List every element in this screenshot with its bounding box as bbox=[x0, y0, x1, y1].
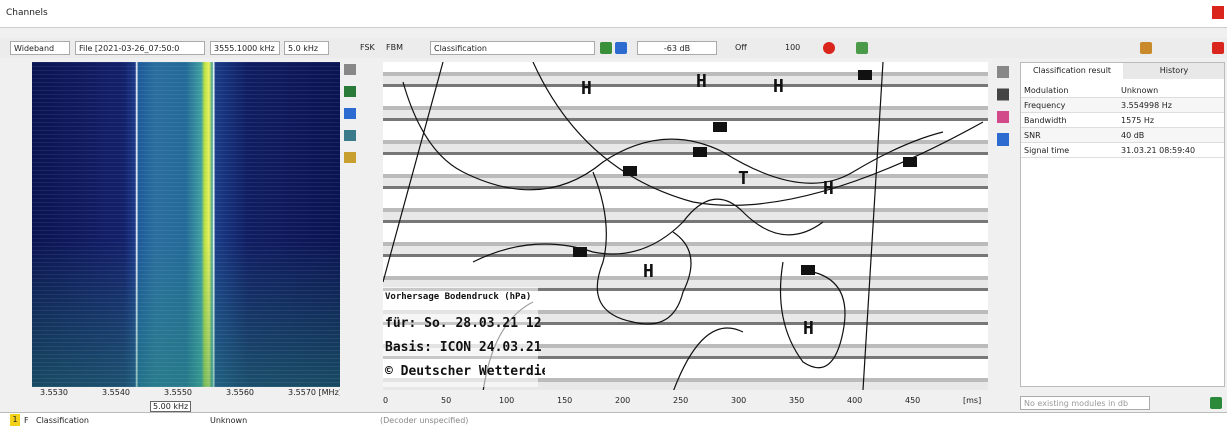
record-button[interactable] bbox=[823, 42, 835, 54]
toolbar: Wideband File [2021-03-26_07:50:0 3555.1… bbox=[0, 38, 1227, 58]
fax-image: H H H H H H T Vorhersage Bodendruck (hPa) für:… bbox=[383, 62, 988, 390]
row-value: 31.03.21 08:59:40 bbox=[1121, 146, 1196, 155]
caption-line: für: So. 28.03.21 12 UTC bbox=[385, 316, 545, 331]
svg-text:H: H bbox=[803, 318, 814, 339]
span-label: 5.00 kHz bbox=[150, 401, 192, 412]
svg-text:H: H bbox=[773, 76, 784, 97]
status-bar: 1 F Classification Unknown (Decoder unsp… bbox=[0, 412, 1227, 427]
side-icons[interactable] bbox=[997, 66, 1009, 146]
x-tick-label: 400 bbox=[847, 396, 863, 405]
bandwidth-select[interactable]: 5.0 kHz bbox=[284, 41, 329, 55]
module-search[interactable]: No existing modules in db bbox=[1020, 396, 1150, 410]
x-tick-label: 100 bbox=[499, 396, 515, 405]
caption-line: © Deutscher Wetterdienst bbox=[385, 364, 545, 379]
channel-index[interactable]: 1 bbox=[10, 414, 20, 426]
pause-button[interactable] bbox=[615, 42, 627, 54]
x-tick-label: 200 bbox=[615, 396, 631, 405]
map-caption: Vorhersage Bodendruck (hPa) für: So. 28.0… bbox=[385, 292, 545, 388]
x-tick-label: [ms] bbox=[963, 396, 982, 405]
result-table: Modulation Unknown Frequency 3.554998 Hz Ban… bbox=[1021, 83, 1224, 183]
row-key: Modulation bbox=[1024, 86, 1069, 95]
result-row: Frequency 3.554998 Hz bbox=[1021, 98, 1224, 113]
svg-text:H: H bbox=[643, 261, 654, 282]
svg-text:H: H bbox=[823, 178, 834, 199]
svg-text:T: T bbox=[738, 168, 749, 189]
spectrum-axis: 3.5530 3.5540 3.5550 3.5560 3.5570 [MHz] bbox=[32, 388, 340, 400]
x-tick-label: 0 bbox=[383, 396, 389, 405]
row-value: Unknown bbox=[1121, 86, 1159, 95]
channel-name: Classification bbox=[36, 416, 89, 425]
caption-line: Basis: ICON 24.03.21 00+108 h bbox=[385, 340, 545, 355]
fax-axis: 0 50 100 150 200 250 300 350 400 450 [ms] bbox=[383, 396, 988, 408]
decoder-status: (Decoder unspecified) bbox=[380, 416, 469, 425]
result-row: Signal time 31.03.21 08:59:40 bbox=[1021, 143, 1224, 158]
pressure-marks: H H H H H H T bbox=[581, 71, 834, 339]
row-key: Bandwidth bbox=[1024, 116, 1067, 125]
result-row: SNR 40 dB bbox=[1021, 128, 1224, 143]
caption-line: Vorhersage Bodendruck (hPa) bbox=[385, 292, 532, 302]
icon[interactable] bbox=[856, 42, 868, 54]
x-tick-label: 3.5560 bbox=[226, 388, 254, 397]
level-input[interactable]: -63 dB bbox=[637, 41, 717, 55]
mode2-label[interactable]: FBM bbox=[386, 43, 403, 52]
mode-label[interactable]: FSK bbox=[360, 43, 375, 52]
result-row: Bandwidth 1575 Hz bbox=[1021, 113, 1224, 128]
weather-map: H H H H H H T bbox=[383, 62, 984, 390]
icon[interactable] bbox=[1140, 42, 1152, 54]
close-channel[interactable] bbox=[1212, 42, 1224, 54]
channel-flag: F bbox=[24, 416, 29, 425]
spectrogram-noise bbox=[32, 62, 340, 387]
close-button[interactable] bbox=[1212, 6, 1224, 19]
zoom-label[interactable]: 100 bbox=[785, 43, 801, 52]
classifier-select[interactable]: Classification bbox=[430, 41, 595, 55]
x-tick-label: 150 bbox=[557, 396, 573, 405]
row-key: Frequency bbox=[1024, 101, 1066, 110]
x-tick-label: 3.5570 [MHz] bbox=[288, 388, 340, 397]
spectrogram bbox=[32, 62, 340, 387]
x-tick-label: 3.5550 bbox=[164, 388, 192, 397]
tab[interactable]: History bbox=[1159, 66, 1189, 75]
file-select[interactable]: File [2021-03-26_07:50:0 bbox=[75, 41, 205, 55]
row-key: SNR bbox=[1024, 131, 1041, 140]
x-tick-label: 3.5540 bbox=[102, 388, 130, 397]
x-tick-label: 250 bbox=[673, 396, 689, 405]
icon[interactable] bbox=[600, 42, 612, 54]
x-tick-label: 50 bbox=[441, 396, 452, 405]
x-tick-label: 350 bbox=[789, 396, 805, 405]
row-value: 3.554998 Hz bbox=[1121, 101, 1172, 110]
side-icons[interactable] bbox=[344, 64, 356, 174]
x-tick-label: 450 bbox=[905, 396, 921, 405]
row-value: 40 dB bbox=[1121, 131, 1145, 140]
row-value: 1575 Hz bbox=[1121, 116, 1155, 125]
result-panel: Classification result History Modulation U… bbox=[1020, 62, 1225, 387]
source-select[interactable]: Wideband bbox=[10, 41, 70, 55]
icon[interactable] bbox=[1210, 397, 1222, 409]
result-row: Modulation Unknown bbox=[1021, 83, 1224, 98]
svg-text:H: H bbox=[696, 71, 707, 92]
x-tick-label: 300 bbox=[731, 396, 747, 405]
row-key: Signal time bbox=[1024, 146, 1070, 155]
window-title: Channels bbox=[6, 8, 48, 18]
x-tick-label: 3.5530 bbox=[40, 388, 68, 397]
tab[interactable]: Classification result bbox=[1021, 63, 1123, 79]
tab-bar: Classification result History bbox=[1021, 63, 1224, 79]
frequency-input[interactable]: 3555.1000 kHz bbox=[210, 41, 280, 55]
svg-text:H: H bbox=[581, 78, 592, 99]
title-bar: Channels bbox=[0, 0, 1227, 28]
channel-state: Unknown bbox=[210, 416, 248, 425]
squelch-label[interactable]: Off bbox=[735, 43, 747, 52]
